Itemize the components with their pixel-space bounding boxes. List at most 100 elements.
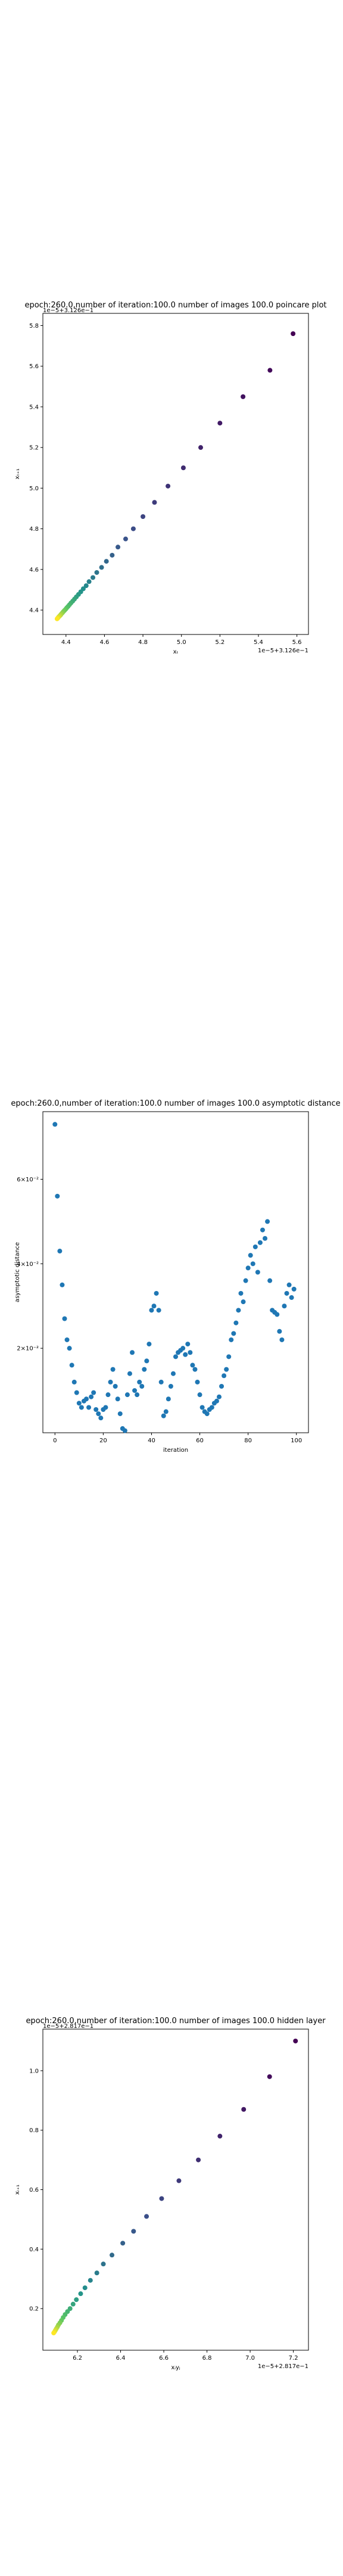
data-point [67, 1346, 72, 1351]
data-point [277, 1329, 282, 1334]
y-tick-label: 5.4 [29, 404, 39, 410]
data-point [161, 1413, 166, 1418]
x-tick-label: 7.0 [245, 2355, 255, 2362]
data-point [82, 2285, 88, 2291]
y-axis-label: asymptotic distance [14, 1242, 21, 1302]
poincare-plot-chart: epoch:260.0,number of iteration:100.0 nu… [14, 301, 327, 655]
data-point [88, 2278, 93, 2283]
data-point [64, 1337, 70, 1342]
data-point [130, 1350, 135, 1355]
data-point [214, 1398, 219, 1404]
data-point [224, 1367, 229, 1372]
data-point [98, 1415, 104, 1421]
data-point [166, 1396, 171, 1402]
data-point [69, 1362, 74, 1368]
x-offset-text: 1e−5+2.817e−1 [258, 2363, 308, 2370]
data-point [139, 1383, 145, 1389]
y-tick-label: 0.4 [29, 2247, 39, 2253]
data-point [151, 1303, 157, 1309]
x-tick-label: 4.8 [138, 639, 148, 646]
data-point [250, 1261, 255, 1267]
x-tick-label: 5.4 [254, 639, 263, 646]
data-point [196, 2157, 201, 2163]
chart-title: epoch:260.0,number of iteration:100.0 nu… [24, 301, 326, 310]
data-point [144, 2214, 149, 2219]
data-point [291, 1286, 297, 1292]
data-point [293, 2038, 298, 2043]
data-point [275, 1312, 280, 1317]
data-point [101, 2261, 106, 2267]
data-point [166, 483, 171, 489]
y-offset-text: 1e−5+2.817e−1 [43, 2023, 93, 2030]
data-point [185, 1342, 191, 1347]
data-point [163, 1409, 169, 1414]
data-point [94, 570, 99, 575]
y-tick-label: 4×10⁻² [17, 1261, 39, 1268]
data-point [74, 1390, 79, 1395]
data-point [267, 2074, 272, 2079]
data-point [188, 1350, 193, 1355]
data-point [170, 1371, 176, 1376]
data-point [260, 1227, 265, 1233]
figure-asymptotic-distance: epoch:260.0,number of iteration:100.0 nu… [0, 858, 343, 1716]
x-tick-label: 7.2 [289, 2355, 298, 2362]
data-point [89, 1394, 94, 1399]
x-axis-label: xₜ [173, 649, 179, 655]
data-point [94, 2270, 99, 2276]
data-point [52, 1122, 58, 1127]
data-point [265, 1219, 270, 1224]
data-point [152, 500, 157, 505]
hidden-layer-chart: epoch:260.0,number of iteration:100.0 nu… [14, 2017, 326, 2371]
data-point [51, 2331, 57, 2336]
data-point [241, 1299, 246, 1305]
x-tick-label: 40 [148, 1438, 155, 1444]
data-point [252, 1244, 258, 1249]
x-offset-text: 1e−5+3.126e−1 [258, 648, 308, 654]
plot-frame [42, 1111, 309, 1433]
x-tick-label: 4.4 [61, 639, 71, 646]
y-tick-label: 5.6 [29, 363, 39, 370]
y-tick-label: 4.8 [29, 526, 39, 533]
figure-poincare-plot: epoch:260.0,number of iteration:100.0 nu… [0, 0, 343, 858]
data-point [159, 2196, 164, 2201]
x-tick-label: 5.2 [215, 639, 224, 646]
data-point [176, 2178, 182, 2183]
x-tick-label: 20 [99, 1438, 107, 1444]
data-point [197, 1392, 202, 1398]
data-point [83, 1396, 89, 1402]
asymptotic-distance-chart: epoch:260.0,number of iteration:100.0 nu… [11, 1099, 340, 1454]
plot-frame [42, 313, 309, 635]
data-point [135, 1392, 140, 1398]
data-point [108, 1379, 113, 1385]
data-point [248, 1253, 253, 1258]
data-point [120, 2241, 126, 2246]
data-point [245, 1265, 251, 1271]
data-point [141, 514, 146, 519]
data-point [257, 1240, 263, 1245]
data-point [190, 1362, 195, 1368]
data-point [255, 1270, 260, 1275]
y-tick-label: 1.0 [29, 2068, 39, 2074]
chart-title: epoch:260.0,number of iteration:100.0 nu… [11, 1099, 340, 1108]
data-point [110, 552, 115, 558]
data-point [219, 1383, 224, 1389]
x-tick-label: 5.6 [292, 639, 302, 646]
y-tick-label: 2×10⁻² [17, 1346, 39, 1352]
data-point [241, 394, 246, 399]
data-point [222, 1373, 227, 1379]
data-point [156, 1308, 161, 1313]
y-tick-label: 5.8 [29, 323, 39, 329]
data-point [231, 1331, 236, 1336]
y-offset-text: 1e−5+3.126e−1 [43, 307, 93, 314]
data-point [54, 616, 60, 621]
y-axis-label: xᵢ₊₁ [14, 2185, 21, 2195]
data-point [158, 1379, 164, 1385]
x-tick-label: 4.6 [99, 639, 109, 646]
data-point [78, 2291, 83, 2297]
data-point [117, 1411, 123, 1417]
y-tick-label: 0.8 [29, 2127, 39, 2134]
data-point [154, 1290, 159, 1296]
y-tick-label: 0.2 [29, 2306, 39, 2313]
data-point [91, 1390, 96, 1395]
data-point [116, 545, 121, 550]
